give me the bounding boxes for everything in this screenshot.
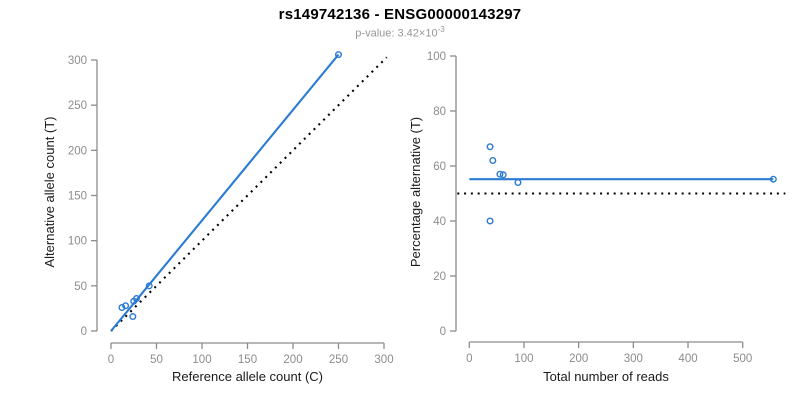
data-point [769, 175, 777, 183]
data-point [118, 304, 126, 312]
left-x-axis-title: Reference allele count (C) [172, 369, 323, 384]
y-tick-label: 80 [433, 106, 446, 118]
data-point [489, 156, 497, 164]
x-tick-label: 150 [238, 354, 257, 366]
x-tick-label: 500 [733, 353, 752, 365]
x-tick-label: 300 [374, 354, 393, 366]
left-y-axis-title: Alternative allele count (T) [42, 116, 57, 267]
data-point [486, 143, 494, 151]
right-y-axis-title: Percentage alternative (T) [408, 117, 423, 267]
y-tick-label: 0 [440, 326, 446, 338]
x-tick-label: 100 [514, 353, 533, 365]
x-tick-label: 0 [466, 353, 472, 365]
pvalue-text: p-value: 3.42×10 [355, 27, 438, 40]
data-point [132, 294, 140, 302]
x-tick-label: 250 [329, 354, 348, 366]
y-tick-label: 40 [433, 216, 446, 228]
y-tick-label: 100 [427, 51, 446, 63]
x-tick-label: 400 [678, 353, 697, 365]
x-tick-label: 50 [150, 354, 163, 366]
right-x-axis-title: Total number of reads [543, 369, 669, 384]
x-tick-label: 200 [569, 353, 588, 365]
data-point [486, 217, 494, 225]
data-point [496, 170, 504, 178]
x-tick-label: 200 [283, 354, 302, 366]
y-tick-label: 20 [433, 271, 446, 283]
left-panel: 0 50 100 150 200 250 300 0 50 100 150 200 250 300 [68, 51, 394, 366]
y-tick-label: 300 [68, 55, 87, 67]
y-tick-label: 150 [68, 191, 87, 203]
data-point [122, 302, 130, 310]
chart-title: rs149742136 - ENSG00000143297 [278, 6, 522, 23]
data-point [129, 313, 137, 321]
y-tick-label: 50 [74, 281, 87, 293]
y-tick-label: 0 [81, 326, 87, 338]
data-point [145, 282, 153, 290]
x-tick-label: 0 [108, 354, 114, 366]
fit-line [110, 53, 340, 332]
y-tick-label: 100 [68, 236, 87, 248]
data-point [499, 171, 507, 179]
data-point [335, 51, 343, 59]
y-tick-label: 60 [433, 161, 446, 173]
x-tick-label: 100 [192, 354, 211, 366]
y-tick-label: 250 [68, 100, 87, 112]
data-point [514, 178, 522, 186]
pvalue-exponent: -3 [437, 25, 445, 34]
y-tick-label: 200 [68, 145, 87, 157]
x-tick-label: 300 [624, 353, 643, 365]
chart-subtitle: p-value: 3.42×10-3 [0, 25, 800, 40]
right-panel: 0 20 40 60 80 100 0 100 200 300 400 500 [427, 51, 786, 365]
identity-line [110, 56, 388, 332]
